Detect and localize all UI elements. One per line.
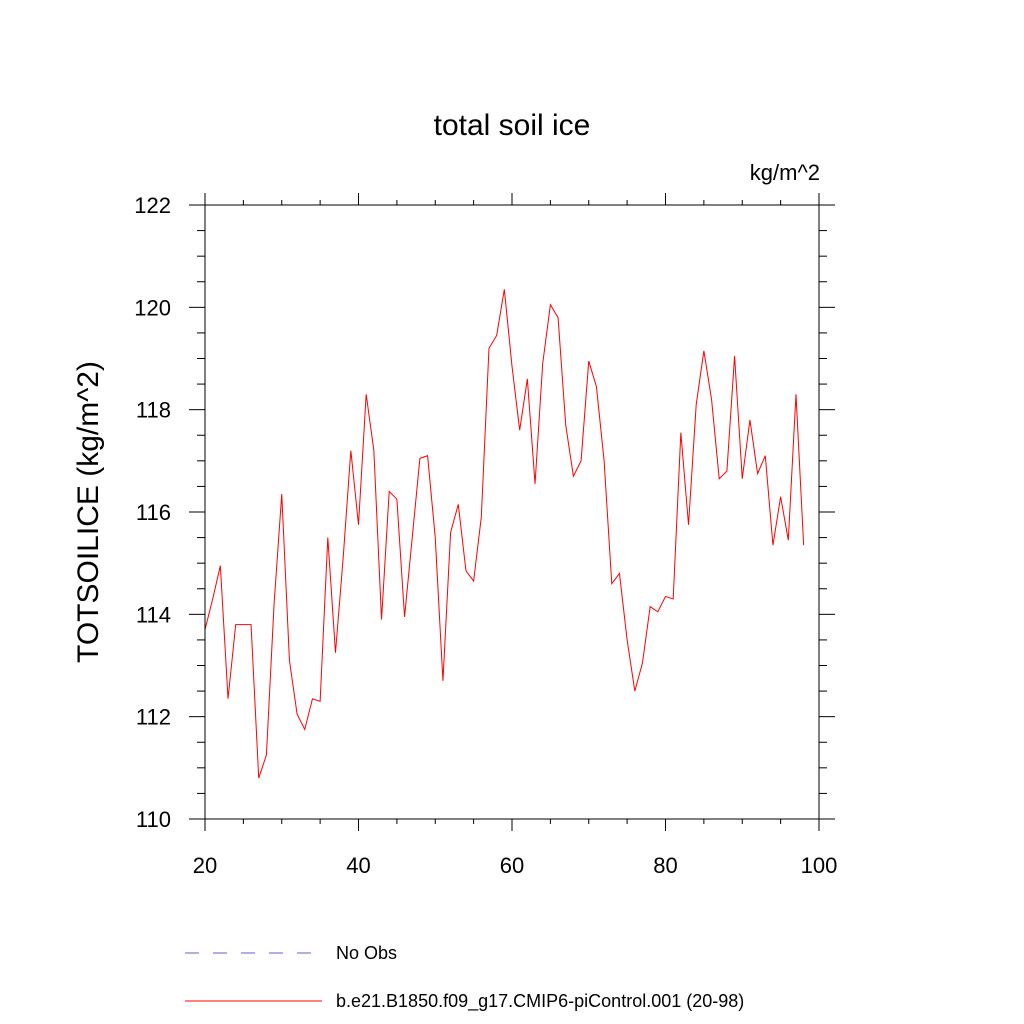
series-line-1 [204, 289, 805, 779]
chart-title: total soil ice [434, 109, 591, 142]
y-tick-label: 118 [136, 398, 171, 423]
y-tick-label: 116 [136, 500, 171, 525]
x-tick-label: 60 [500, 853, 524, 878]
legend: No Obs b.e21.B1850.f09_g17.CMIP6-piContr… [185, 943, 744, 1012]
axis-ticks [189, 193, 835, 831]
x-tick-label: 80 [653, 853, 677, 878]
x-tick-label: 100 [801, 853, 838, 878]
legend-label-no-obs: No Obs [336, 943, 397, 963]
x-tick-label: 20 [193, 853, 217, 878]
units-label: kg/m^2 [750, 160, 820, 185]
plot-frame [204, 204, 820, 820]
y-tick-label: 114 [136, 602, 171, 627]
y-axis-label: TOTSOILICE (kg/m^2) [72, 361, 105, 663]
y-tick-label: 110 [136, 807, 171, 832]
y-tick-label: 112 [136, 705, 171, 730]
series-lines [204, 289, 805, 779]
y-tick-label: 122 [134, 193, 171, 218]
y-tick-label: 120 [134, 295, 171, 320]
x-tick-label: 40 [346, 853, 370, 878]
legend-label-picontrol: b.e21.B1850.f09_g17.CMIP6-piControl.001 … [336, 991, 744, 1012]
axis-tick-labels: 20 40 60 80 100 110 112 114 116 118 120 122 [134, 193, 837, 878]
